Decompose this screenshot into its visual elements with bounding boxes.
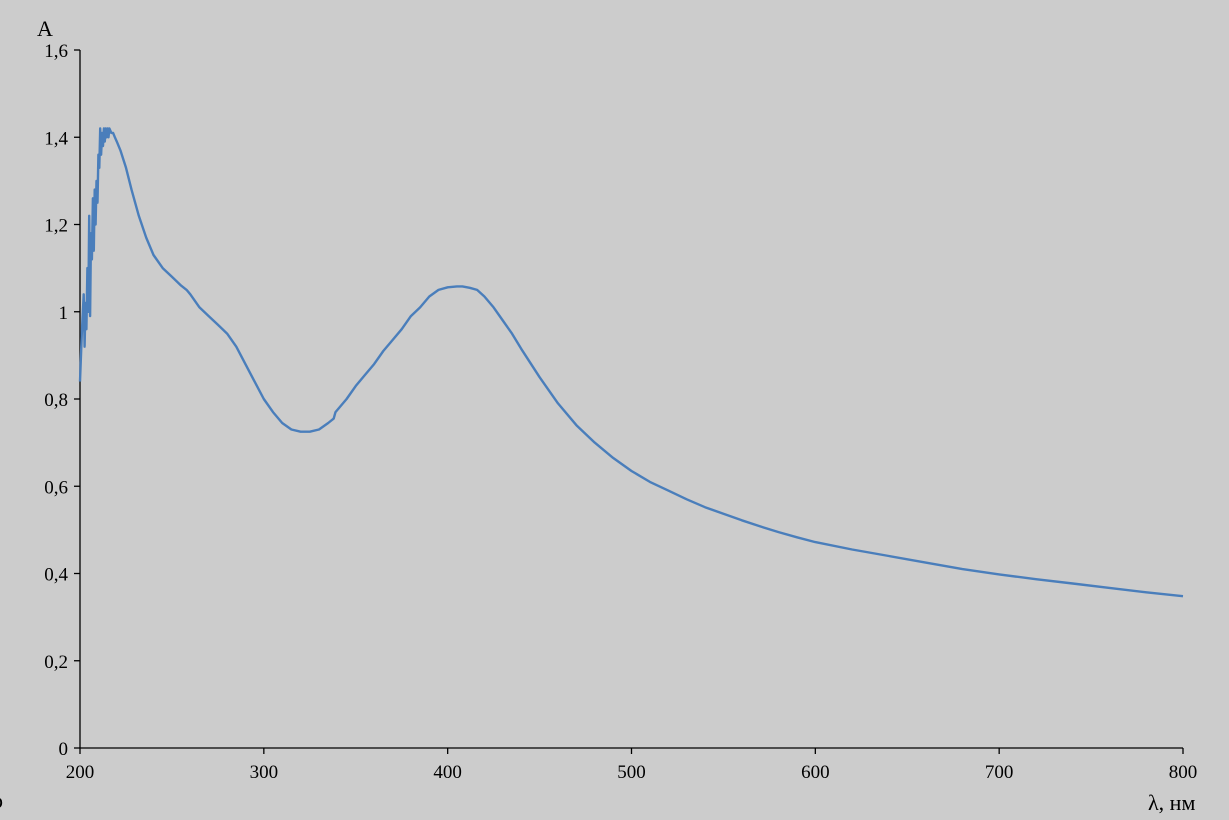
y-tick-label: 0,2 [44,652,68,673]
y-tick-label: 0 [59,739,69,760]
ticks: 0 0,2 0,4 0,6 0,8 1 1,2 1,4 1,6 200 300 400 500 600 70… [44,41,1197,783]
y-tick-label: 0,8 [44,390,68,411]
series-line [78,127,1184,598]
y-tick-label: 0,4 [44,565,68,586]
y-axis-title: A [37,16,53,41]
y-tick-label: 0,6 [44,477,68,498]
corner-mark: b [0,788,10,820]
y-tick-label: 1,6 [44,41,68,62]
x-tick-label: 300 [250,762,279,783]
x-tick-label: 800 [1169,762,1198,783]
x-tick-label: 600 [801,762,830,783]
x-tick-label: 700 [985,762,1014,783]
corner-mark-text: b [0,788,3,814]
x-axis-title: λ, нм [1148,790,1195,815]
y-tick-label: 1 [59,303,69,324]
y-tick-label: 1,2 [44,216,68,237]
x-tick-label: 400 [433,762,462,783]
x-tick-label: 500 [617,762,646,783]
x-tick-label: 200 [66,762,95,783]
y-tick-label: 1,4 [44,128,68,149]
